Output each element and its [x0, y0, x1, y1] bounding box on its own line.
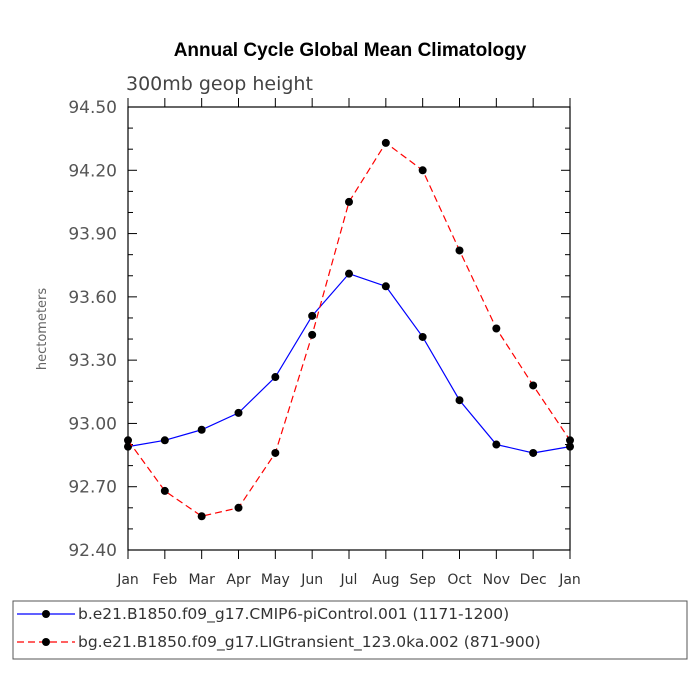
plot-frame	[127, 106, 571, 551]
x-tick-label: Dec	[520, 572, 547, 588]
y-tick-label: 93.00	[68, 414, 117, 434]
y-tick-label: 93.30	[68, 351, 117, 371]
x-tick-label: Nov	[483, 572, 510, 588]
data-point	[529, 381, 538, 390]
chart-subtitle: 300mb geop height	[126, 73, 313, 95]
y-tick-label: 93.90	[68, 225, 117, 245]
y-tick-label: 94.20	[68, 161, 117, 181]
legend-label-1: b.e21.B1850.f09_g17.CMIP6-piControl.001 …	[78, 605, 509, 624]
x-tick-labels: Jan Feb Mar Apr May Jun Jul Aug Sep Oct Nov Dec Jan	[116, 572, 581, 588]
data-point	[271, 448, 280, 457]
legend: b.e21.B1850.f09_g17.CMIP6-piControl.001 …	[12, 600, 688, 660]
data-point	[455, 396, 464, 405]
x-tick-label: Jan	[116, 572, 139, 588]
axis-ticks	[127, 98, 571, 559]
y-tick-label: 93.60	[68, 288, 117, 308]
x-tick-label: Jan	[558, 572, 581, 588]
data-point	[345, 197, 353, 206]
data-point	[197, 512, 206, 521]
legend-marker	[42, 610, 50, 618]
data-point	[381, 282, 390, 291]
data-point	[160, 486, 169, 495]
data-point	[418, 332, 427, 341]
x-tick-label: Mar	[188, 572, 215, 588]
data-point	[492, 440, 501, 449]
y-tick-label: 92.70	[68, 478, 117, 498]
y-tick-label: 92.40	[68, 541, 117, 561]
data-point	[455, 246, 464, 255]
x-tick-label: May	[261, 572, 290, 588]
x-tick-label: Feb	[152, 572, 177, 588]
y-axis-label: hectometers	[35, 288, 50, 371]
x-tick-label: Sep	[409, 572, 436, 588]
x-tick-label: Apr	[226, 572, 250, 588]
data-point	[529, 448, 538, 457]
data-point	[160, 436, 169, 445]
series-lines	[124, 138, 574, 521]
legend-box	[12, 600, 688, 660]
x-tick-label: Jun	[300, 572, 323, 588]
data-point	[308, 330, 317, 339]
chart-title: Annual Cycle Global Mean Climatology	[174, 40, 527, 61]
data-point	[308, 311, 317, 320]
data-point	[381, 138, 390, 147]
data-point	[234, 408, 243, 417]
x-tick-label: Jul	[340, 572, 358, 588]
data-point	[418, 166, 427, 175]
series-line-1	[127, 272, 571, 454]
legend-label-2: bg.e21.B1850.f09_g17.LIGtransient_123.0k…	[78, 633, 541, 652]
legend-marker	[42, 638, 50, 646]
data-point	[492, 324, 501, 333]
data-point	[345, 269, 353, 278]
data-point	[234, 503, 243, 512]
y-tick-label: 94.50	[68, 98, 117, 118]
y-tick-labels: 94.50 94.20 93.90 93.60 93.30 93.00 92.70 92.40	[68, 98, 117, 561]
x-tick-label: Aug	[372, 572, 399, 588]
data-point	[271, 373, 280, 382]
x-tick-label: Oct	[447, 572, 472, 588]
data-point	[197, 425, 206, 434]
